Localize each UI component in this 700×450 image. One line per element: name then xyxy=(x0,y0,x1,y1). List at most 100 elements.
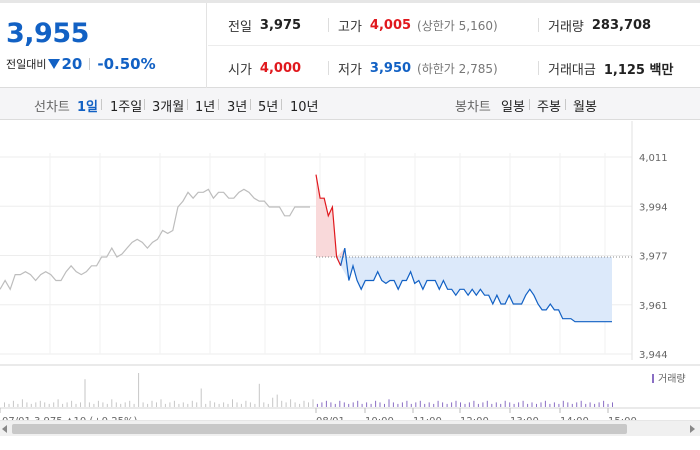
volume-bar xyxy=(522,400,524,407)
tab-daily-candle[interactable]: 일봉 xyxy=(501,100,525,115)
chart-lines xyxy=(0,174,612,323)
volume-bar xyxy=(169,402,171,407)
volume-bar xyxy=(21,399,23,407)
volume-bar xyxy=(263,402,265,407)
volume-bar xyxy=(321,402,323,407)
volume-label: 거래량 xyxy=(548,20,584,35)
volume-bar xyxy=(129,400,131,407)
volume-bar xyxy=(258,383,260,407)
volume-bar xyxy=(4,402,5,407)
scroll-right-icon[interactable] xyxy=(690,425,695,433)
change-divider xyxy=(89,58,91,70)
prev-close-cell: 전일 3,975 xyxy=(228,16,301,35)
volume-bar xyxy=(272,397,274,407)
volume-bar xyxy=(527,403,529,407)
prev-day-series-line xyxy=(0,188,310,291)
volume-bar xyxy=(549,403,551,407)
volume-bar xyxy=(495,402,497,407)
y-tick-label: 4,011 xyxy=(639,153,668,164)
tab-weekly-candle[interactable]: 주봉 xyxy=(537,100,561,115)
volume-bar xyxy=(173,400,175,407)
volume-bar xyxy=(164,403,166,407)
low-label: 저가 xyxy=(338,63,362,78)
volume-bar xyxy=(348,403,350,407)
divider xyxy=(538,61,539,75)
volume-bar xyxy=(236,402,238,407)
volume-bar xyxy=(357,400,359,407)
volume-bar xyxy=(397,403,399,407)
volume-bar xyxy=(428,402,430,407)
volume-bar xyxy=(53,402,55,407)
volume-bar xyxy=(196,402,198,407)
tab-divider xyxy=(529,99,530,110)
today-series-down-line xyxy=(340,247,612,323)
volume-bar xyxy=(589,402,591,407)
volume-bar xyxy=(370,403,372,407)
tab-1-day[interactable]: 1일 xyxy=(77,100,99,115)
chart-scrollbar[interactable] xyxy=(0,420,700,436)
volume-bar xyxy=(433,403,435,407)
volume-bar xyxy=(509,402,511,407)
chart-fills xyxy=(316,174,632,322)
line-chart-label: 선차트 xyxy=(34,100,70,115)
candle-chart-label: 봉차트 xyxy=(455,100,491,115)
volume-bar xyxy=(97,400,99,407)
volume-bar xyxy=(603,400,605,407)
volume-bar xyxy=(361,403,363,407)
tab-10-years[interactable]: 10년 xyxy=(290,100,319,115)
divider xyxy=(328,18,329,32)
tab-3-months[interactable]: 3개월 xyxy=(152,100,185,115)
volume-bar xyxy=(249,402,251,407)
volume-bar xyxy=(325,400,327,407)
volume-bar xyxy=(612,402,613,407)
scroll-left-icon[interactable] xyxy=(2,425,7,433)
high-value: 4,005 xyxy=(369,18,412,33)
volume-bar xyxy=(401,402,403,407)
tab-3-years[interactable]: 3년 xyxy=(227,100,248,115)
volume-bar xyxy=(232,399,233,407)
top-border xyxy=(0,0,700,3)
volume-bar xyxy=(115,402,117,407)
volume-bar xyxy=(111,399,113,407)
volume-bar xyxy=(562,400,564,407)
divider xyxy=(538,18,539,32)
volume-bar xyxy=(571,403,573,407)
scroll-thumb[interactable] xyxy=(12,424,627,434)
volume-bar xyxy=(513,403,515,407)
volume-bar xyxy=(500,403,502,407)
tab-1-year[interactable]: 1년 xyxy=(195,100,216,115)
volume-bar xyxy=(486,400,488,407)
volume-bar xyxy=(544,400,546,407)
volume-bar xyxy=(71,400,73,407)
tab-1-week[interactable]: 1주일 xyxy=(110,100,143,115)
tab-monthly-candle[interactable]: 월봉 xyxy=(573,100,597,115)
volume-bar xyxy=(339,400,341,407)
volume-bar xyxy=(142,402,144,407)
volume-bar xyxy=(75,403,77,407)
volume-bar xyxy=(343,402,345,407)
volume-bar xyxy=(281,400,283,407)
volume-bar xyxy=(410,403,412,407)
volume-bar xyxy=(477,403,479,407)
volume-bar xyxy=(536,403,537,407)
volume-bar xyxy=(12,400,14,407)
tab-5-years[interactable]: 5년 xyxy=(258,100,279,115)
price-summary: 3,955 전일대비 20 -0.50% 전일 3,975 고가 4,005 (… xyxy=(0,3,700,88)
tab-divider xyxy=(101,99,102,110)
high-label: 고가 xyxy=(338,20,362,35)
volume-bar xyxy=(451,402,453,407)
volume-bar xyxy=(518,402,520,407)
volume-bar xyxy=(308,402,309,407)
volume-bar xyxy=(80,402,81,407)
volume-bar xyxy=(66,402,68,407)
volume-bar xyxy=(276,394,278,407)
y-axis: 4,011 3,994 3,977 3,961 3,944 xyxy=(639,153,668,361)
prev-close-value: 3,975 xyxy=(259,18,302,33)
volume-bar xyxy=(567,402,569,407)
volume-bar xyxy=(35,402,37,407)
tab-divider xyxy=(187,99,188,110)
volume-bar xyxy=(147,403,149,407)
volume-bar xyxy=(102,402,104,407)
